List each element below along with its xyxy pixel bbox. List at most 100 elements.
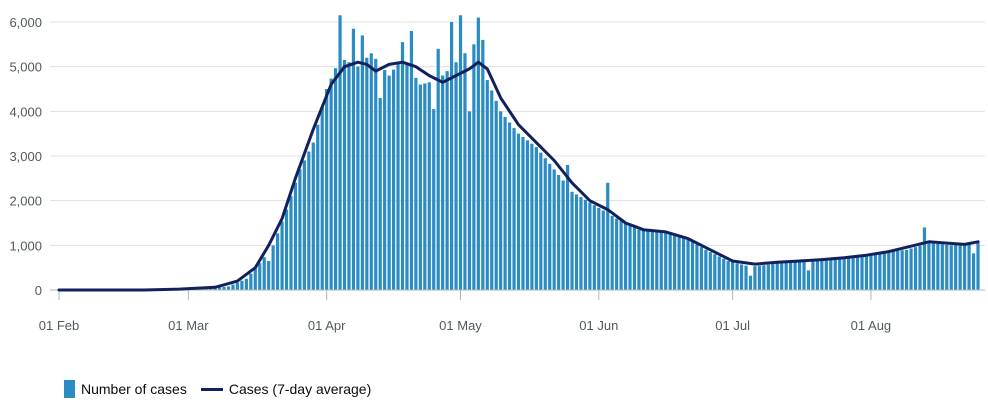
bar	[592, 205, 596, 290]
bar	[847, 257, 851, 290]
x-tick-label: 01 Apr	[308, 318, 346, 333]
bar	[534, 147, 538, 290]
bar	[739, 264, 744, 290]
bar	[623, 223, 628, 290]
bar	[650, 231, 654, 290]
bar	[503, 116, 507, 291]
bar	[284, 209, 289, 290]
bar	[525, 140, 530, 290]
bar	[873, 253, 877, 290]
bar	[726, 260, 730, 290]
bar	[454, 62, 458, 291]
legend-line-label: Cases (7-day average)	[228, 381, 372, 397]
bar	[249, 273, 253, 290]
y-tick-label: 4,000	[9, 104, 42, 119]
bar	[695, 244, 699, 290]
bar	[637, 229, 641, 290]
bar	[271, 245, 275, 290]
bar	[753, 266, 757, 290]
bar	[369, 53, 373, 291]
bar	[213, 287, 217, 290]
bar	[467, 111, 472, 290]
bar	[869, 253, 873, 290]
bar	[704, 249, 708, 290]
bar	[557, 174, 561, 290]
bar	[543, 158, 547, 290]
bar	[262, 257, 266, 290]
bar	[690, 241, 695, 290]
bar	[570, 191, 574, 290]
bar	[864, 254, 869, 290]
bar	[226, 286, 231, 290]
bar	[717, 256, 721, 290]
legend-line-swatch	[200, 387, 223, 391]
bar	[860, 255, 864, 290]
bar	[833, 259, 837, 290]
bar	[347, 62, 351, 291]
bar	[316, 124, 320, 290]
bar	[878, 252, 882, 290]
bar	[280, 221, 284, 290]
bar	[418, 84, 422, 291]
y-tick-label: 1,000	[9, 238, 42, 253]
bar	[423, 83, 427, 291]
bar	[253, 268, 257, 290]
bar	[516, 133, 521, 290]
bar	[882, 252, 886, 290]
bar	[771, 264, 775, 290]
bar	[664, 232, 668, 290]
bar	[677, 235, 681, 290]
bar	[293, 182, 298, 290]
bar	[806, 270, 811, 290]
bar	[606, 182, 610, 290]
bar	[931, 243, 935, 290]
bar	[940, 244, 944, 290]
bar	[615, 218, 619, 290]
bar	[918, 245, 922, 290]
legend-item-bars: Number of cases	[64, 380, 187, 398]
average-line-series	[57, 60, 980, 292]
bar	[780, 262, 784, 290]
bar	[913, 247, 918, 290]
x-tick-label: 01 Jun	[579, 318, 618, 333]
bar	[909, 248, 913, 290]
bar	[699, 247, 704, 290]
bar	[481, 39, 485, 290]
bar	[405, 64, 409, 290]
y-tick-label: 2,000	[9, 194, 42, 209]
bar	[887, 251, 891, 290]
bar	[485, 80, 489, 290]
bar	[530, 143, 534, 290]
y-tick-labels: 0 1,000 2,000 3,000 4,000 5,000 6,000	[9, 15, 42, 298]
bar	[668, 233, 672, 290]
axes	[50, 289, 985, 300]
bar	[967, 242, 971, 290]
bar	[976, 240, 980, 290]
bar	[222, 286, 226, 290]
bar	[217, 287, 222, 290]
bar	[797, 260, 802, 290]
bar	[641, 230, 646, 290]
bar	[204, 288, 208, 290]
bar	[793, 260, 797, 290]
bar	[356, 66, 360, 291]
bar	[655, 231, 659, 290]
bar	[708, 252, 712, 290]
bar	[842, 258, 846, 290]
bar	[713, 254, 717, 290]
x-tick-label: 01 May	[439, 318, 482, 333]
bar	[378, 97, 382, 290]
x-tick-labels: 01 Feb 01 Mar 01 Apr 01 May 01 Jun 01 Jul 01 A…	[39, 318, 891, 333]
bar	[458, 15, 463, 291]
bar	[963, 243, 967, 290]
y-tick-label: 6,000	[9, 15, 42, 30]
bar	[463, 53, 467, 291]
bar	[815, 260, 820, 290]
bar	[409, 30, 414, 291]
legend: Number of cases Cases (7-day average)	[64, 380, 371, 398]
bar	[784, 262, 788, 290]
bar	[673, 234, 677, 290]
bar	[539, 152, 543, 290]
bar	[659, 231, 663, 290]
bar	[927, 243, 931, 290]
